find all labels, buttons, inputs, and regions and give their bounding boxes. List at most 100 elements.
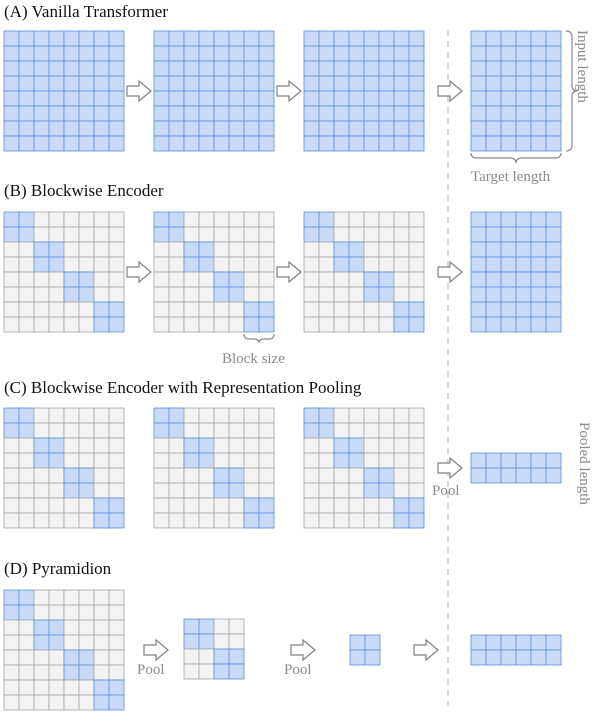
attention-cell-active [258,45,275,62]
attention-cell-active [63,105,80,122]
attention-cell-active [93,90,110,107]
attention-cell-active [258,60,275,77]
attention-cell-inactive [258,467,275,484]
attention-cell-active [63,60,80,77]
attention-cell-inactive [198,316,215,333]
attention-cell-inactive [318,256,335,273]
attention-cell-active [393,45,410,62]
attention-cell-active [349,649,366,666]
attention-cell-active [485,316,502,333]
attention-cell-inactive [243,422,260,439]
attention-cell-inactive [48,512,65,529]
attention-cell-active [33,90,50,107]
attention-cell-active [408,120,425,137]
attention-cell-active [318,422,335,439]
attention-cell-inactive [183,512,200,529]
attention-cell-active [183,45,200,62]
attention-cell-active [108,497,125,514]
attention-cell-active [515,467,532,484]
attention-cell-inactive [3,286,20,303]
attention-cell-active [258,90,275,107]
attention-cell-inactive [303,467,320,484]
attention-cell-active [198,30,215,47]
attention-cell-active [213,30,230,47]
attention-cell-inactive [63,437,80,454]
attention-cell-active [545,271,562,288]
attention-cell-active [78,664,95,681]
attention-cell-inactive [93,437,110,454]
attention-cell-active [3,422,20,439]
attention-cell-active [545,241,562,258]
attention-cell-inactive [18,694,35,711]
attention-cell-inactive [363,211,380,228]
attention-cell-inactive [168,452,185,469]
arrow-d-3 [413,638,439,662]
input-length-brace-icon [565,30,578,152]
attention-cell-inactive [393,452,410,469]
attention-cell-active [470,226,487,243]
attention-cell-inactive [228,226,245,243]
attention-cell-inactive [108,589,125,606]
attention-cell-inactive [408,407,425,424]
attention-cell-inactive [393,256,410,273]
attention-cell-active [183,618,200,635]
attention-cell-active [470,256,487,273]
attention-cell-inactive [183,663,200,680]
attention-cell-inactive [303,301,320,318]
attention-cell-active [48,75,65,92]
attention-cell-active [258,75,275,92]
attention-cell-active [500,286,517,303]
attention-cell-active [363,30,380,47]
attention-cell-active [363,120,380,137]
attention-cell-active [408,90,425,107]
attention-cell-active [530,286,547,303]
attention-cell-inactive [168,497,185,514]
section-b-title: (B) Blockwise Encoder [4,181,164,200]
attention-cell-inactive [63,316,80,333]
matrix-c-layer-3 [303,407,425,529]
attention-cell-active [500,301,517,318]
attention-cell-active [33,105,50,122]
attention-cell-inactive [33,694,50,711]
attention-cell-inactive [213,437,230,454]
attention-cell-inactive [168,467,185,484]
attention-cell-inactive [3,301,20,318]
attention-cell-active [243,301,260,318]
attention-cell-active [378,120,395,137]
attention-cell-active [213,648,230,665]
attention-cell-active [303,60,320,77]
attention-cell-inactive [18,241,35,258]
attention-cell-inactive [228,301,245,318]
attention-cell-active [500,90,517,107]
attention-cell-active [363,467,380,484]
attention-cell-active [408,105,425,122]
attention-cell-active [545,467,562,484]
attention-cell-inactive [63,589,80,606]
attention-cell-active [393,512,410,529]
attention-cell-inactive [213,211,230,228]
attention-cell-inactive [108,437,125,454]
attention-cell-inactive [333,271,350,288]
attention-cell-inactive [93,452,110,469]
attention-cell-inactive [258,241,275,258]
attention-cell-inactive [93,256,110,273]
attention-cell-inactive [318,241,335,258]
attention-cell-active [18,120,35,137]
attention-cell-active [243,60,260,77]
attention-cell-active [333,105,350,122]
attention-cell-inactive [153,512,170,529]
attention-cell-active [530,120,547,137]
attention-cell-active [63,135,80,152]
attention-cell-active [545,30,562,47]
attention-cell-inactive [48,467,65,484]
attention-cell-active [63,482,80,499]
attention-cell-active [500,30,517,47]
attention-cell-active [515,452,532,469]
attention-cell-active [530,316,547,333]
attention-cell-active [470,135,487,152]
attention-cell-active [303,226,320,243]
attention-cell-inactive [393,482,410,499]
attention-cell-active [243,120,260,137]
attention-cell-active [258,105,275,122]
attention-cell-active [333,60,350,77]
